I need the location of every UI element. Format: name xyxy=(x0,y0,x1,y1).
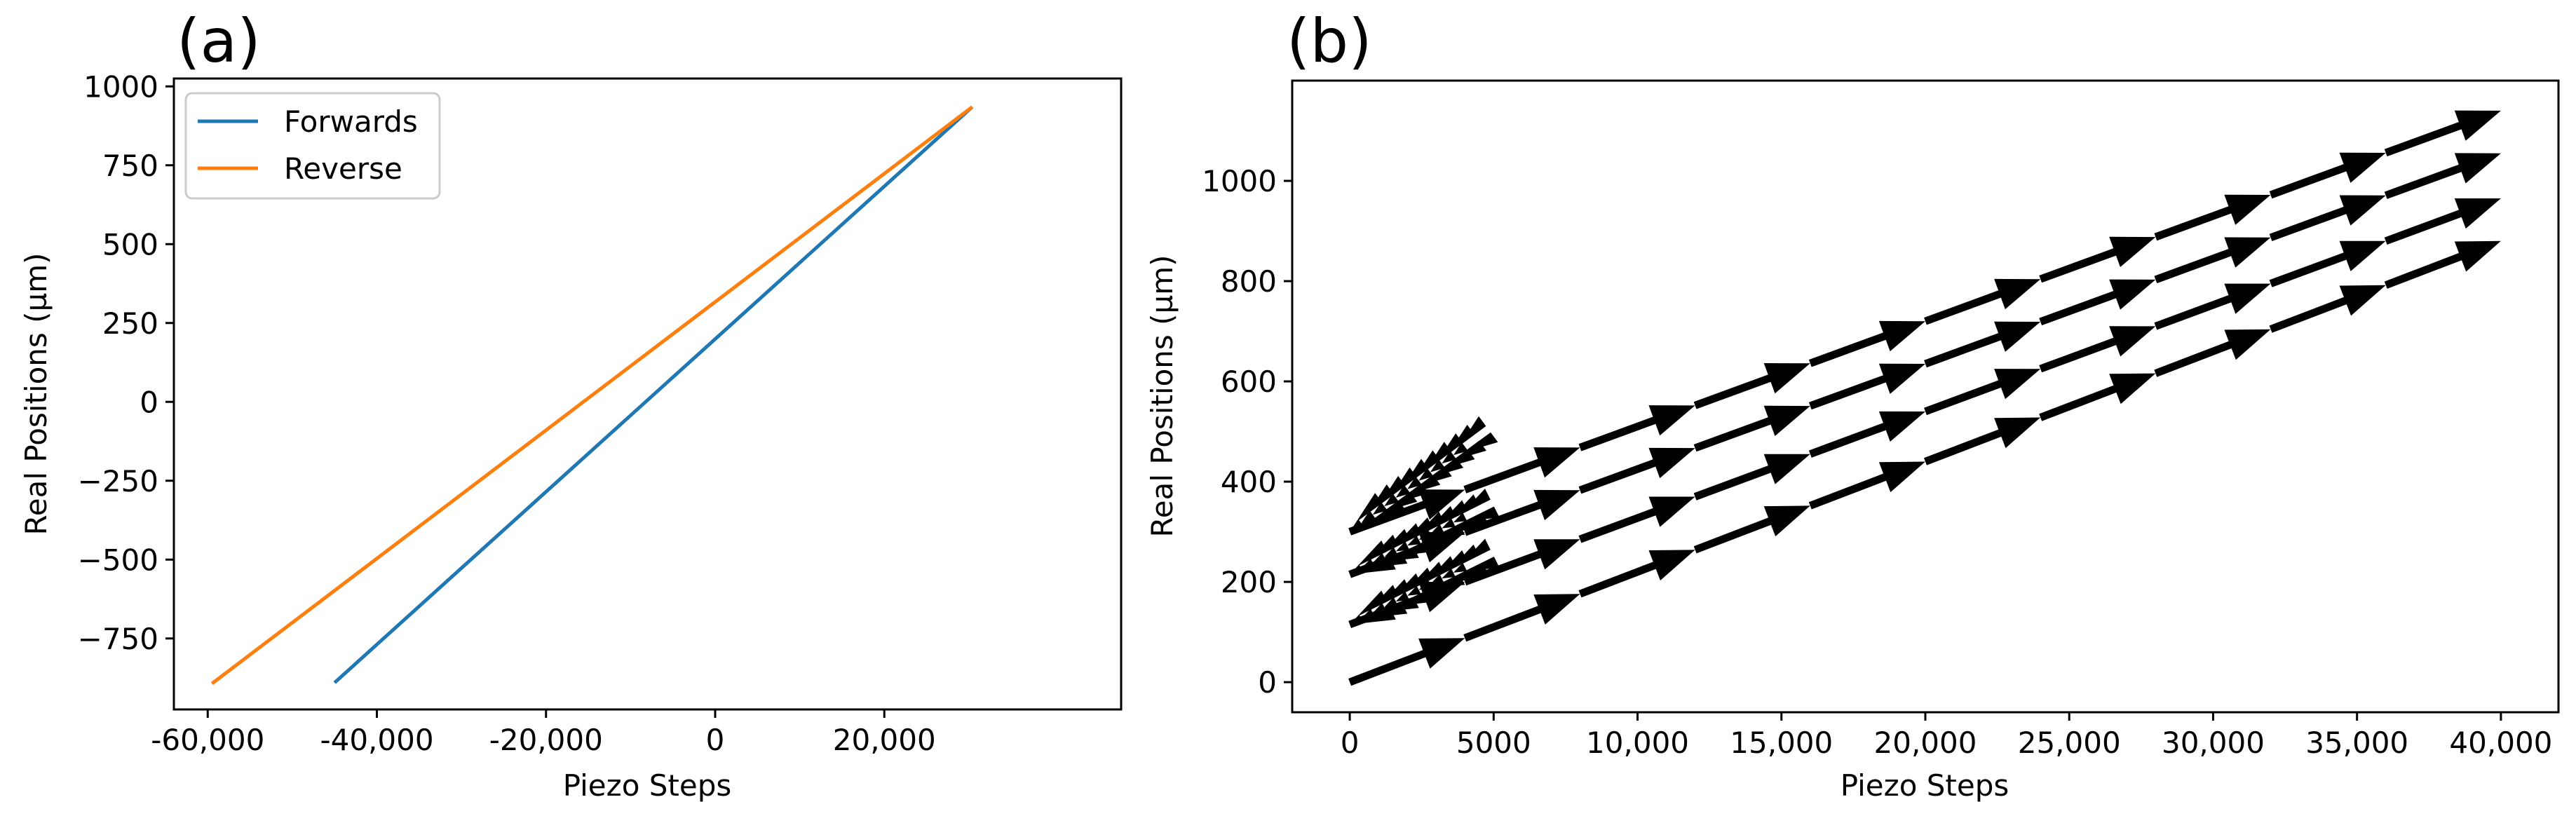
panel-b-label: (b) xyxy=(1287,6,1372,76)
panel-a-legend: Forwards Reverse xyxy=(184,92,441,200)
panel-a-axes-frame xyxy=(172,77,1123,711)
panel-a-x-ticks: -60,000 -40,000 -20,000 0 20,000 xyxy=(151,709,936,757)
panel-a-y-tick-label: 1000 xyxy=(83,69,158,104)
quiver-arrow-forward xyxy=(2154,194,2271,241)
quiver-arrow-forward xyxy=(1463,594,1580,642)
panel-a-y-axis-title: Real Positions (µm) xyxy=(19,252,53,535)
quiver-arrow-reverse xyxy=(1407,450,1452,489)
quiver-arrow-forward xyxy=(2384,110,2501,157)
quiver-arrow-forward xyxy=(2039,326,2156,373)
quiver-arrow-reverse xyxy=(1430,433,1475,472)
quiver-arrow-forward xyxy=(1578,550,1695,598)
panel-a-x-tick-label: -20,000 xyxy=(489,723,603,757)
quiver-arrow-forward xyxy=(2269,152,2386,199)
quiver-arrow-forward xyxy=(1348,532,1465,578)
quiver-arrow-forward xyxy=(1808,363,1925,410)
quiver-arrow-forward xyxy=(1924,278,2041,325)
panel-a-y-ticks: −750 −500 −250 0 250 500 750 1000 xyxy=(78,69,174,656)
quiver-arrow-reverse xyxy=(1442,424,1486,464)
panel-a-y-tick-label: −500 xyxy=(78,543,158,577)
panel-b-x-tick-label: 40,000 xyxy=(2449,726,2552,760)
quiver-arrow-forward xyxy=(2039,279,2156,326)
series-line-forwards xyxy=(333,105,974,684)
legend-label-forwards: Forwards xyxy=(284,104,418,139)
quiver-arrow-forward xyxy=(2154,237,2271,284)
quiver-arrow-forward xyxy=(1924,321,2041,368)
quiver-arrow-forward xyxy=(1578,447,1695,494)
quiver-arrow-forward xyxy=(2384,198,2501,245)
panel-b-x-tick-label: 15,000 xyxy=(1730,726,1833,760)
quiver-arrow-forward xyxy=(1808,320,1925,367)
quiver-arrow-forward xyxy=(2039,236,2156,283)
quiver-arrow-forward xyxy=(1348,638,1465,686)
quiver-arrow-forward xyxy=(2039,373,2156,421)
quiver-arrow-reverse xyxy=(1453,538,1500,573)
quiver-arrow-forward xyxy=(1693,454,1810,501)
quiver-arrow-reverse xyxy=(1395,458,1441,498)
quiver-arrow-reverse xyxy=(1453,489,1500,523)
quiver-arrow-forward xyxy=(1924,369,2041,416)
panel-a-x-tick-label: -60,000 xyxy=(151,723,264,757)
panel-a-plot-area xyxy=(210,105,974,686)
quiver-arrow-forward xyxy=(1693,363,1810,409)
quiver-arrow-forward xyxy=(2384,240,2501,289)
panel-b-x-tick-label: 5000 xyxy=(1456,726,1531,760)
quiver-arrow-forward xyxy=(1808,461,1925,510)
panel-a-y-tick-label: 750 xyxy=(102,149,158,183)
panel-a-y-tick-label: −250 xyxy=(78,464,158,498)
quiver-arrow-forward xyxy=(2384,153,2501,199)
quiver-arrow-forward xyxy=(1578,405,1695,451)
quiver-arrow-forward xyxy=(1808,411,1925,458)
panel-a-x-tick-label: -40,000 xyxy=(320,723,433,757)
panel-b-y-ticks: 0 200 400 600 800 1000 xyxy=(1202,164,1292,700)
panel-b-y-tick-label: 600 xyxy=(1221,365,1277,399)
quiver-arrow-forward xyxy=(2154,283,2271,330)
panel-b-y-tick-label: 1000 xyxy=(1202,164,1277,198)
panel-b-y-axis-title: Real Positions (µm) xyxy=(1145,254,1179,537)
panel-a-x-axis-title: Piezo Steps xyxy=(563,768,732,803)
quiver-arrow-forward xyxy=(2154,329,2271,377)
panel-b-x-tick-label: 10,000 xyxy=(1586,726,1689,760)
legend-label-reverse: Reverse xyxy=(284,151,402,186)
panel-a-y-tick-label: 0 xyxy=(140,385,158,419)
panel-b: (b) 0 5000 10,000 15,000 20,000 25,000 30,000 3… xyxy=(1145,6,2560,803)
panel-b-y-tick-label: 800 xyxy=(1221,264,1277,299)
panel-b-y-tick-label: 400 xyxy=(1221,465,1277,499)
series-line-reverse xyxy=(210,105,974,686)
panel-b-x-tick-label: 0 xyxy=(1341,726,1360,760)
quiver-arrow-forward xyxy=(1578,496,1695,543)
panel-b-plot-area xyxy=(1348,110,2501,686)
panel-a: (a) -60,000 -40,000 -20,000 0 20,000 −750 −50… xyxy=(19,6,1123,803)
panel-b-x-tick-label: 20,000 xyxy=(1874,726,1977,760)
quiver-arrow-forward xyxy=(2269,240,2386,287)
quiver-arrow-forward xyxy=(1463,539,1580,586)
quiver-arrow-forward xyxy=(1348,489,1465,536)
quiver-arrow-forward xyxy=(1693,505,1810,554)
quiver-arrow-reverse xyxy=(1384,467,1429,507)
panel-b-axes-frame xyxy=(1291,79,2560,714)
panel-a-label: (a) xyxy=(177,6,261,76)
quiver-arrow-forward xyxy=(1924,417,2041,465)
quiver-arrow-reverse xyxy=(1453,416,1498,456)
panel-b-x-tick-label: 35,000 xyxy=(2305,726,2408,760)
panel-b-y-tick-label: 200 xyxy=(1221,565,1277,599)
quiver-arrow-reverse xyxy=(1418,442,1464,481)
panel-b-y-tick-label: 0 xyxy=(1258,665,1277,700)
panel-b-x-axis-title: Piezo Steps xyxy=(1841,768,2009,803)
quiver-arrow-forward xyxy=(2269,285,2386,333)
panel-b-x-tick-label: 30,000 xyxy=(2162,726,2265,760)
panel-a-x-tick-label: 0 xyxy=(706,723,725,757)
panel-a-x-tick-label: 20,000 xyxy=(833,723,936,757)
panel-a-y-tick-label: 500 xyxy=(102,227,158,261)
panel-b-x-tick-label: 25,000 xyxy=(2018,726,2121,760)
panel-a-y-tick-label: 250 xyxy=(102,306,158,341)
panel-a-y-tick-label: −750 xyxy=(78,622,158,656)
quiver-arrow-forward xyxy=(1348,582,1465,628)
quiver-arrow-forward xyxy=(2269,195,2386,241)
quiver-arrow-forward xyxy=(1463,447,1580,494)
quiver-arrow-forward xyxy=(1693,405,1810,452)
panel-b-x-ticks: 0 5000 10,000 15,000 20,000 25,000 30,000 35,00… xyxy=(1341,712,2552,760)
quiver-arrow-forward xyxy=(1463,489,1580,536)
